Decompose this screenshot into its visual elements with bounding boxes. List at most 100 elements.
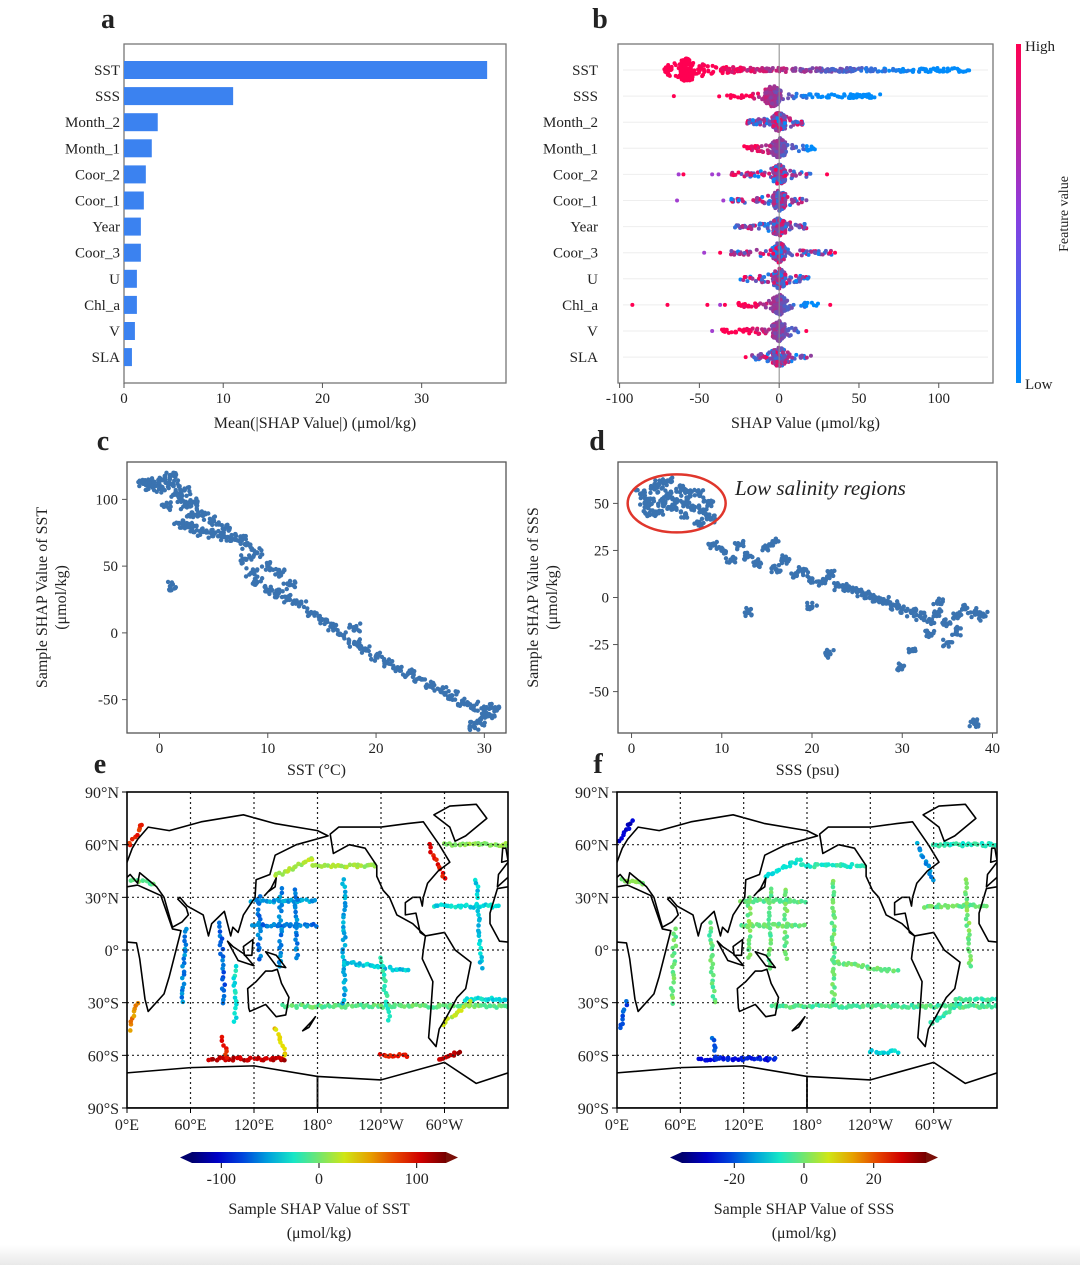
observation-point: [220, 954, 226, 959]
latitude-label: 0°: [105, 943, 119, 960]
shap-dot: [786, 328, 791, 333]
shap-dot: [757, 149, 762, 154]
colorbar-tick-label: -100: [207, 1171, 236, 1188]
y-tick-label: -50: [98, 693, 118, 709]
shap-dot: [739, 95, 744, 100]
scatter-point: [945, 640, 951, 645]
observation-point: [255, 907, 261, 913]
scatter-point: [702, 510, 708, 516]
observation-point: [924, 1003, 929, 1009]
observation-point: [670, 988, 676, 994]
observation-point: [892, 1048, 898, 1053]
scatter-point: [855, 593, 860, 599]
coastline: [127, 884, 182, 1013]
shap-dot: [805, 276, 810, 281]
observation-point: [181, 972, 187, 977]
observation-point: [708, 920, 713, 925]
shap-dot: [830, 66, 835, 71]
scatter-point: [347, 622, 353, 628]
shap-dot: [776, 345, 781, 350]
shap-dot: [682, 75, 687, 80]
scatter-point: [974, 717, 980, 722]
scatter-point: [263, 585, 268, 590]
observation-point: [708, 929, 714, 934]
shap-dot: [742, 275, 747, 280]
observation-point: [475, 888, 480, 894]
scatter-point: [755, 557, 761, 562]
shap-dot: [754, 122, 759, 127]
shap-dot: [762, 118, 767, 123]
scatter-point: [455, 689, 460, 695]
shap-dot: [749, 304, 754, 309]
observation-point: [778, 897, 783, 903]
shap-dot: [779, 222, 784, 227]
beeswarm-Coor_1: [729, 188, 809, 213]
scatter-point: [326, 628, 331, 633]
observation-point: [895, 1004, 901, 1009]
observation-point: [789, 860, 795, 865]
latitude-label: 90°N: [85, 785, 119, 802]
scatter-point: [674, 489, 679, 494]
shap-dot: [804, 304, 809, 309]
shap-dot: [768, 248, 773, 253]
scatter-point: [186, 525, 191, 530]
observation-point: [766, 896, 772, 902]
observation-point: [397, 1052, 402, 1057]
observation-point: [477, 960, 483, 965]
observation-point: [832, 950, 837, 955]
shap-dot: [798, 171, 803, 176]
shap-dot: [759, 277, 764, 282]
shap-dot: [758, 251, 763, 256]
scatter-point: [194, 503, 200, 508]
scatter-point: [489, 713, 494, 718]
observation-point: [963, 877, 969, 882]
scatter-point: [684, 497, 689, 503]
shap-dot: [781, 153, 786, 158]
observation-point: [802, 922, 807, 928]
observation-point: [459, 1008, 464, 1013]
observation-point: [293, 937, 298, 942]
shap-dot: [755, 196, 760, 201]
scatter-point: [668, 504, 673, 510]
shap-dot: [797, 225, 802, 230]
observation-point: [378, 959, 384, 965]
category-label: SST: [572, 63, 598, 79]
observation-point: [620, 1013, 625, 1019]
observation-point: [620, 1016, 625, 1022]
panel-label-c: c: [97, 426, 109, 457]
shap-dot: [736, 300, 741, 305]
scatter-point: [476, 727, 481, 732]
observation-point: [964, 896, 970, 902]
low-salinity-ellipse: [626, 473, 727, 534]
shap-dot: [945, 69, 950, 74]
scatter-point: [440, 690, 446, 695]
colorbar-tick-label: 0: [315, 1171, 323, 1188]
scatter-point: [721, 551, 727, 556]
x-tick-label: 0: [156, 741, 164, 757]
observation-point: [766, 921, 772, 927]
shap-dot: [729, 196, 734, 201]
shap-dot: [702, 63, 707, 68]
scatter-point: [251, 553, 257, 558]
bar-SLA: [124, 348, 132, 367]
scatter-point: [259, 552, 264, 557]
scatter-point: [643, 499, 648, 504]
shap-dot: [799, 200, 804, 205]
scatter-point: [162, 473, 168, 478]
observation-point: [671, 980, 676, 985]
observation-point: [387, 1013, 393, 1019]
shap-dot: [745, 279, 750, 284]
category-label: SLA: [570, 350, 599, 366]
shap-dot: [702, 69, 707, 74]
scatter-point: [264, 560, 270, 566]
scatter-point: [238, 558, 243, 563]
shap-outlier-dot: [828, 250, 833, 255]
observation-point: [224, 1055, 230, 1060]
observation-point: [291, 899, 297, 904]
shap-dot: [720, 71, 725, 76]
shap-dot: [796, 330, 801, 335]
scatter-point: [346, 638, 352, 643]
shap-dot: [794, 352, 799, 357]
scatter-point: [146, 477, 151, 482]
shap-dot: [817, 66, 822, 71]
